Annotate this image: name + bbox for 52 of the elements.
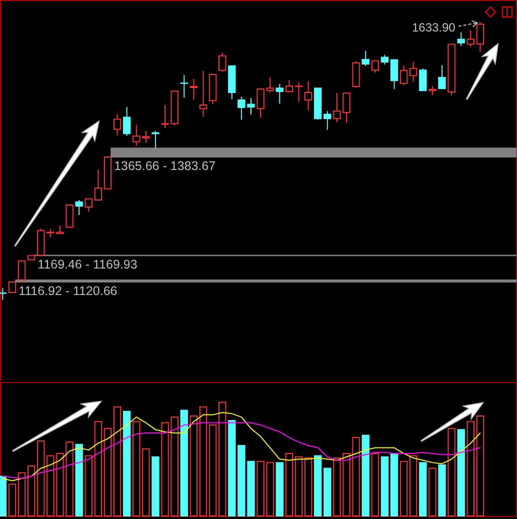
bar (390, 452, 398, 516)
candlestick (438, 64, 446, 90)
band-label: 1116.92 - 1120.66 (18, 284, 118, 298)
candlestick (352, 60, 360, 88)
candlestick (380, 54, 389, 66)
candlestick (285, 80, 294, 94)
bar (419, 462, 427, 516)
candlestick (294, 82, 303, 102)
candlestick (8, 281, 16, 293)
bar (314, 455, 322, 516)
candlestick (142, 130, 150, 144)
candlestick (324, 110, 332, 130)
candlestick (122, 106, 131, 136)
candlestick (218, 52, 226, 73)
candlestick (371, 60, 379, 74)
candlestick (180, 74, 188, 98)
candlestick (466, 30, 474, 48)
candlestick (304, 80, 312, 111)
candlestick (400, 65, 408, 86)
candlestick (132, 124, 140, 146)
bar (152, 456, 160, 516)
candlestick (190, 78, 198, 101)
bar (438, 464, 446, 516)
band-label: 1169.46 - 1169.93 (38, 258, 138, 272)
bar (362, 434, 370, 516)
bar (0, 476, 7, 516)
bar (276, 462, 284, 516)
candlestick (419, 68, 427, 92)
bar (180, 410, 188, 516)
annotation: 1633.90 (412, 20, 456, 34)
bar (380, 456, 389, 516)
candlestick (84, 198, 92, 212)
candlestick (276, 83, 284, 104)
bar (324, 468, 332, 516)
candlestick (457, 32, 465, 46)
candlestick (0, 288, 7, 300)
band-label: 1365.66 - 1383.67 (114, 158, 216, 173)
bar (75, 444, 83, 516)
candlestick (152, 130, 160, 149)
candlestick (94, 168, 102, 201)
candlestick (75, 200, 83, 216)
bar (228, 420, 236, 516)
candlestick (362, 50, 370, 66)
candlestick (476, 22, 484, 53)
candlestick (390, 59, 398, 90)
bar (457, 429, 465, 516)
bar (122, 410, 131, 516)
candlestick (409, 62, 418, 82)
candlestick (66, 204, 74, 228)
candlestick (199, 70, 208, 118)
candlestick (113, 114, 122, 136)
candlestick (18, 260, 26, 280)
